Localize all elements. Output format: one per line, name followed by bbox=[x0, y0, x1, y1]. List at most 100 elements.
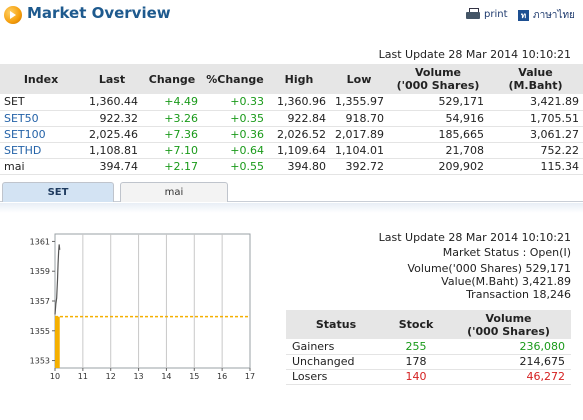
gainers-volume: 236,080 bbox=[446, 339, 571, 355]
table-row: Unchanged 178 214,675 bbox=[286, 354, 571, 370]
market-tabs: SET mai bbox=[0, 180, 583, 202]
tab-panel-band bbox=[0, 203, 583, 213]
cell-value: 115.34 bbox=[488, 158, 583, 175]
market-status: Market Status : Open(I) bbox=[442, 246, 571, 259]
chart-x-tick-label: 14 bbox=[161, 372, 171, 380]
chart-y-tick-label: 1355 bbox=[30, 327, 50, 336]
col-volume-line1: Volume bbox=[415, 66, 461, 79]
thai-language-label: ภาษาไทย bbox=[533, 10, 575, 21]
table-row: SET100 2,025.46 +7.36 +0.36 2,026.52 2,0… bbox=[0, 126, 583, 143]
index-name-set: SET bbox=[0, 94, 82, 111]
col-last: Last bbox=[82, 64, 142, 94]
page-title: Market Overview bbox=[27, 4, 171, 22]
gainers-stock-count: 255 bbox=[386, 339, 446, 355]
table-row: SET 1,360.44 +4.49 +0.33 1,360.96 1,355.… bbox=[0, 94, 583, 111]
chart-y-tick-label: 1357 bbox=[30, 297, 50, 306]
col-value-line2: (M.Baht) bbox=[508, 79, 563, 92]
thai-language-link[interactable]: ท ภาษาไทย bbox=[518, 8, 575, 23]
cell-pct: +0.64 bbox=[202, 142, 268, 159]
cell-value: 3,421.89 bbox=[488, 94, 583, 111]
thai-language-icon: ท bbox=[518, 10, 529, 21]
col-stock: Stock bbox=[386, 310, 446, 339]
tab-set[interactable]: SET bbox=[2, 182, 114, 202]
col-volume-line2: ('000 Shares) bbox=[396, 79, 480, 92]
table-row: Losers 140 46,272 bbox=[286, 369, 571, 385]
cell-change: +7.10 bbox=[142, 142, 202, 159]
index-link-set50[interactable]: SET50 bbox=[0, 110, 82, 127]
cell-last: 1,108.81 bbox=[82, 142, 142, 159]
status-losers: Losers bbox=[286, 369, 386, 385]
market-value: Value(M.Baht) 3,421.89 bbox=[441, 275, 571, 288]
cell-pct: +0.36 bbox=[202, 126, 268, 143]
index-table: Index Last Change %Change High Low Volum… bbox=[0, 64, 583, 175]
printer-icon bbox=[466, 8, 480, 20]
chart-series-line bbox=[54, 244, 61, 315]
last-update-timestamp: Last Update 28 Mar 2014 10:10:21 bbox=[378, 48, 571, 61]
col-status: Status bbox=[286, 310, 386, 339]
cell-change: +4.49 bbox=[142, 94, 202, 111]
cell-high: 2,026.52 bbox=[268, 126, 330, 143]
losers-stock-count: 140 bbox=[386, 369, 446, 385]
chart-y-tick-label: 1353 bbox=[30, 357, 50, 366]
market-volume: Volume('000 Shares) 529,171 bbox=[407, 262, 571, 275]
cell-low: 1,104.01 bbox=[330, 142, 388, 159]
table-row: SETHD 1,108.81 +7.10 +0.64 1,109.64 1,10… bbox=[0, 142, 583, 159]
col-value-line1: Value bbox=[518, 66, 553, 79]
print-link[interactable]: print bbox=[466, 8, 508, 20]
col-volume: Volume ('000 Shares) bbox=[388, 64, 488, 94]
cell-change: +3.26 bbox=[142, 110, 202, 127]
market-breadth-table: Status Stock Volume ('000 Shares) Gainer… bbox=[286, 310, 571, 385]
chart-y-tick-label: 1359 bbox=[30, 267, 50, 276]
chart-x-tick-label: 16 bbox=[217, 372, 227, 380]
table-row: SET50 922.32 +3.26 +0.35 922.84 918.70 5… bbox=[0, 110, 583, 127]
cell-low: 918.70 bbox=[330, 110, 388, 127]
cell-volume: 21,708 bbox=[388, 142, 488, 159]
cell-volume: 54,916 bbox=[388, 110, 488, 127]
cell-high: 1,360.96 bbox=[268, 94, 330, 111]
print-label: print bbox=[484, 8, 508, 20]
status-gainers: Gainers bbox=[286, 339, 386, 355]
cell-last: 394.74 bbox=[82, 158, 142, 175]
index-link-sethd[interactable]: SETHD bbox=[0, 142, 82, 159]
intraday-index-chart: 1353 1355 1357 1359 1361 10 11 12 13 14 15 16 17 bbox=[30, 233, 255, 380]
cell-pct: +0.55 bbox=[202, 158, 268, 175]
chart-x-tick-label: 12 bbox=[106, 372, 116, 380]
col-breadth-volume-line2: ('000 Shares) bbox=[467, 324, 550, 338]
cell-volume: 185,665 bbox=[388, 126, 488, 143]
cell-pct: +0.35 bbox=[202, 110, 268, 127]
col-breadth-volume: Volume ('000 Shares) bbox=[446, 310, 571, 339]
cell-high: 922.84 bbox=[268, 110, 330, 127]
index-link-set100[interactable]: SET100 bbox=[0, 126, 82, 143]
chart-y-tick-label: 1361 bbox=[30, 237, 50, 246]
chart-x-tick-label: 15 bbox=[189, 372, 199, 380]
cell-volume: 529,171 bbox=[388, 94, 488, 111]
tab-mai[interactable]: mai bbox=[120, 182, 228, 202]
col-high: High bbox=[268, 64, 330, 94]
market-logo-icon bbox=[4, 6, 22, 24]
cell-change: +7.36 bbox=[142, 126, 202, 143]
losers-volume: 46,272 bbox=[446, 369, 571, 385]
cell-low: 392.72 bbox=[330, 158, 388, 175]
cell-change: +2.17 bbox=[142, 158, 202, 175]
chart-area-fill bbox=[55, 316, 60, 368]
chart-x-tick-label: 13 bbox=[133, 372, 143, 380]
chart-x-tick-label: 11 bbox=[78, 372, 88, 380]
status-unchanged: Unchanged bbox=[286, 354, 386, 370]
cell-value: 3,061.27 bbox=[488, 126, 583, 143]
unchanged-stock-count: 178 bbox=[386, 354, 446, 370]
cell-pct: +0.33 bbox=[202, 94, 268, 111]
chart-plot-area bbox=[54, 233, 251, 369]
chart-x-tick-label: 10 bbox=[50, 372, 60, 380]
cell-low: 2,017.89 bbox=[330, 126, 388, 143]
cell-low: 1,355.97 bbox=[330, 94, 388, 111]
chart-x-tick-label: 17 bbox=[245, 372, 255, 380]
page-header: Market Overview print ท ภาษาไทย bbox=[0, 0, 583, 30]
index-name-mai: mai bbox=[0, 158, 82, 175]
cell-value: 752.22 bbox=[488, 142, 583, 159]
cell-high: 1,109.64 bbox=[268, 142, 330, 159]
col-value: Value (M.Baht) bbox=[488, 64, 583, 94]
cell-last: 2,025.46 bbox=[82, 126, 142, 143]
col-change: Change bbox=[142, 64, 202, 94]
cell-value: 1,705.51 bbox=[488, 110, 583, 127]
market-transaction: Transaction 18,246 bbox=[466, 288, 571, 301]
